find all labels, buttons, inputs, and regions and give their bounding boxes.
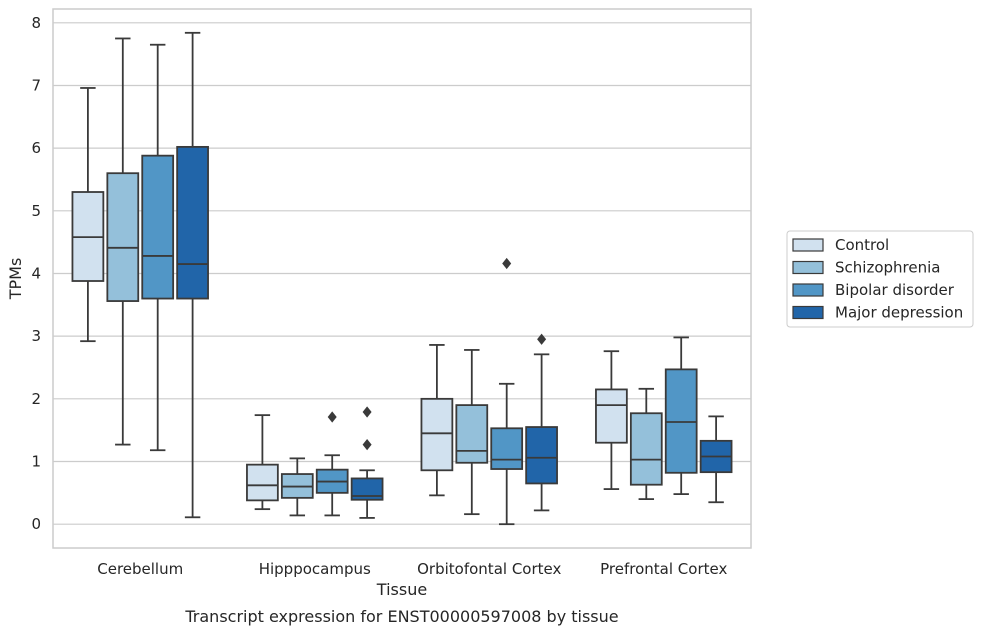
box-plot <box>629 387 663 501</box>
box-plot <box>595 350 628 490</box>
box-body <box>664 368 698 474</box>
box-plot <box>490 257 524 526</box>
legend-frame <box>786 230 974 328</box>
y-tick-label: 2 <box>31 390 41 408</box>
plot-frame <box>52 8 752 549</box>
legend-label: Schizophrenia <box>835 259 940 277</box>
legend-label: Major depression <box>835 304 963 322</box>
box-plot <box>350 406 384 519</box>
legend-swatch <box>792 260 824 275</box>
outlier-point <box>502 257 512 270</box>
x-tick-label: Cerebellum <box>97 560 183 578</box>
box-plot <box>664 336 698 496</box>
x-tick-label: Prefrontal Cortex <box>600 560 727 578</box>
box-body <box>350 477 384 501</box>
y-tick-label: 7 <box>31 76 41 94</box>
box-body <box>595 388 628 444</box>
box-body <box>420 397 454 472</box>
x-axis-label: Tissue <box>376 580 427 599</box>
y-tick-label: 4 <box>31 264 41 282</box>
legend-label: Control <box>835 236 889 254</box>
y-tick-label: 8 <box>31 14 41 32</box>
box-body <box>525 426 558 485</box>
legend-swatch <box>792 238 824 252</box>
box-body <box>455 404 489 464</box>
box-plot <box>176 31 209 519</box>
x-tick-label: Orbitofontal Cortex <box>417 560 561 578</box>
box-plot <box>141 43 175 452</box>
box-body <box>629 412 663 486</box>
legend-label: Bipolar disorder <box>835 281 955 299</box>
y-tick-label: 5 <box>31 202 41 220</box>
y-tick-label: 1 <box>31 453 41 471</box>
legend-swatch <box>792 305 824 320</box>
outlier-point <box>362 438 372 451</box>
box-plot <box>246 414 279 511</box>
outlier-point <box>362 406 372 418</box>
box-plot <box>71 87 105 343</box>
box-plot <box>699 415 733 504</box>
chart-caption: Transcript expression for ENST0000059700… <box>184 607 618 626</box>
box-plot <box>420 344 454 497</box>
box-plot <box>280 457 314 517</box>
box-plot <box>315 411 349 517</box>
x-tick-labels: Cerebellum Hipppocampus Orbitofontal Corte… <box>97 560 727 578</box>
outlier-point <box>537 333 547 345</box>
y-tick-label: 0 <box>31 515 41 533</box>
box-body <box>141 154 175 300</box>
legend-swatch <box>792 283 824 297</box>
box-body <box>106 172 140 302</box>
outlier-point <box>327 411 337 423</box>
box-plot <box>106 37 140 446</box>
y-tick-labels: 0 1 2 3 4 5 6 7 8 <box>31 14 41 533</box>
box-plot <box>455 349 489 516</box>
legend: Control Schizophrenia Bipolar disorder Majo… <box>786 230 974 328</box>
y-tick-label: 6 <box>31 139 41 157</box>
box-body <box>246 463 279 502</box>
y-axis-label: TPMs <box>6 258 25 301</box>
box-plots <box>71 31 733 526</box>
box-body <box>176 145 209 300</box>
box-body <box>490 427 524 470</box>
box-plot <box>525 333 558 512</box>
x-tick-label: Hipppocampus <box>259 560 371 578</box>
y-tick-label: 3 <box>31 327 41 345</box>
